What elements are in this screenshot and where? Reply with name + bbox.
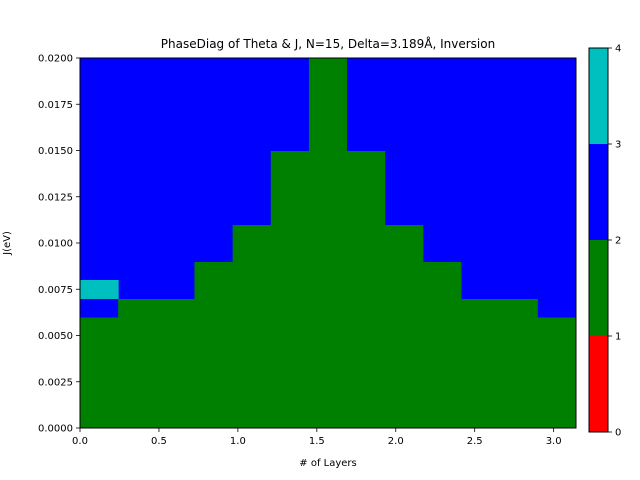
y-tick-label: 0.0075 [38, 285, 73, 296]
x-tick-label: 2.0 [388, 436, 404, 447]
cell-phase-2 [194, 261, 234, 429]
y-tick-label: 0.0100 [38, 239, 73, 250]
cell-phase-3 [347, 58, 386, 151]
colorbar-axis: 0 1 2 3 4 [608, 44, 621, 439]
colorbar-band [589, 240, 608, 336]
cell-phase-2 [423, 261, 463, 429]
y-tick-label: 0.0050 [38, 331, 73, 342]
colorbar-tick-label: 2 [615, 236, 621, 247]
y-tick-label: 0.0025 [38, 377, 73, 388]
cell-phase-2 [308, 58, 348, 429]
cell-phase-2 [385, 224, 424, 429]
cell-phase-3 [194, 58, 234, 262]
colorbar-tick-label: 1 [615, 332, 621, 343]
chart-title: PhaseDiag of Theta & J, N=15, Delta=3.18… [161, 36, 495, 51]
cell-phase-3 [499, 58, 539, 299]
x-tick-label: 0.0 [72, 436, 88, 447]
cell-phase-2 [118, 298, 157, 429]
cell-phase-2 [156, 298, 195, 429]
x-tick-label: 1.0 [230, 436, 246, 447]
cell-phase-3 [80, 58, 119, 318]
colorbar-band [589, 48, 608, 144]
cell-phase-2 [270, 150, 310, 429]
cell-phase-3 [461, 58, 501, 299]
cell-phase-3 [156, 58, 195, 299]
x-axis: 0.0 0.5 1.0 1.5 2.0 2.5 3.0 [72, 428, 562, 447]
y-tick-label: 0.0200 [38, 54, 73, 65]
colorbar [589, 48, 608, 432]
colorbar-tick-label: 4 [615, 44, 621, 55]
y-axis-label: J(eV) [2, 231, 13, 256]
colorbar-band [589, 336, 608, 432]
cell-phase-3 [423, 58, 463, 262]
cell-phase-3 [270, 58, 310, 151]
cell-phase-2 [537, 317, 577, 429]
cell-phase-3 [537, 58, 577, 318]
y-tick-label: 0.0150 [38, 146, 73, 157]
y-tick-label: 0.0000 [38, 424, 73, 435]
colorbar-tick-label: 0 [615, 428, 621, 439]
colorbar-band [589, 144, 608, 240]
colorbar-tick-label: 3 [615, 140, 621, 151]
y-axis: 0.0000 0.0025 0.0050 0.0075 0.0100 0.0125 0.01… [38, 54, 80, 435]
cell-phase-2 [232, 224, 272, 429]
x-axis-label: # of Layers [299, 458, 356, 469]
cell-phase-2 [347, 150, 386, 429]
cell-phase-2 [499, 298, 539, 429]
cell-phase-2 [80, 317, 119, 429]
cell-phase-2 [461, 298, 501, 429]
cell-phase-4 [80, 280, 119, 299]
x-tick-label: 2.5 [467, 436, 483, 447]
heatmap-cells [80, 58, 577, 429]
x-tick-label: 1.5 [309, 436, 325, 447]
cell-phase-3 [385, 58, 424, 225]
y-tick-label: 0.0125 [38, 192, 73, 203]
y-tick-label: 0.0175 [38, 100, 73, 111]
x-tick-label: 3.0 [546, 436, 562, 447]
cell-phase-3 [118, 58, 157, 299]
cell-phase-3 [232, 58, 272, 225]
x-tick-label: 0.5 [151, 436, 167, 447]
